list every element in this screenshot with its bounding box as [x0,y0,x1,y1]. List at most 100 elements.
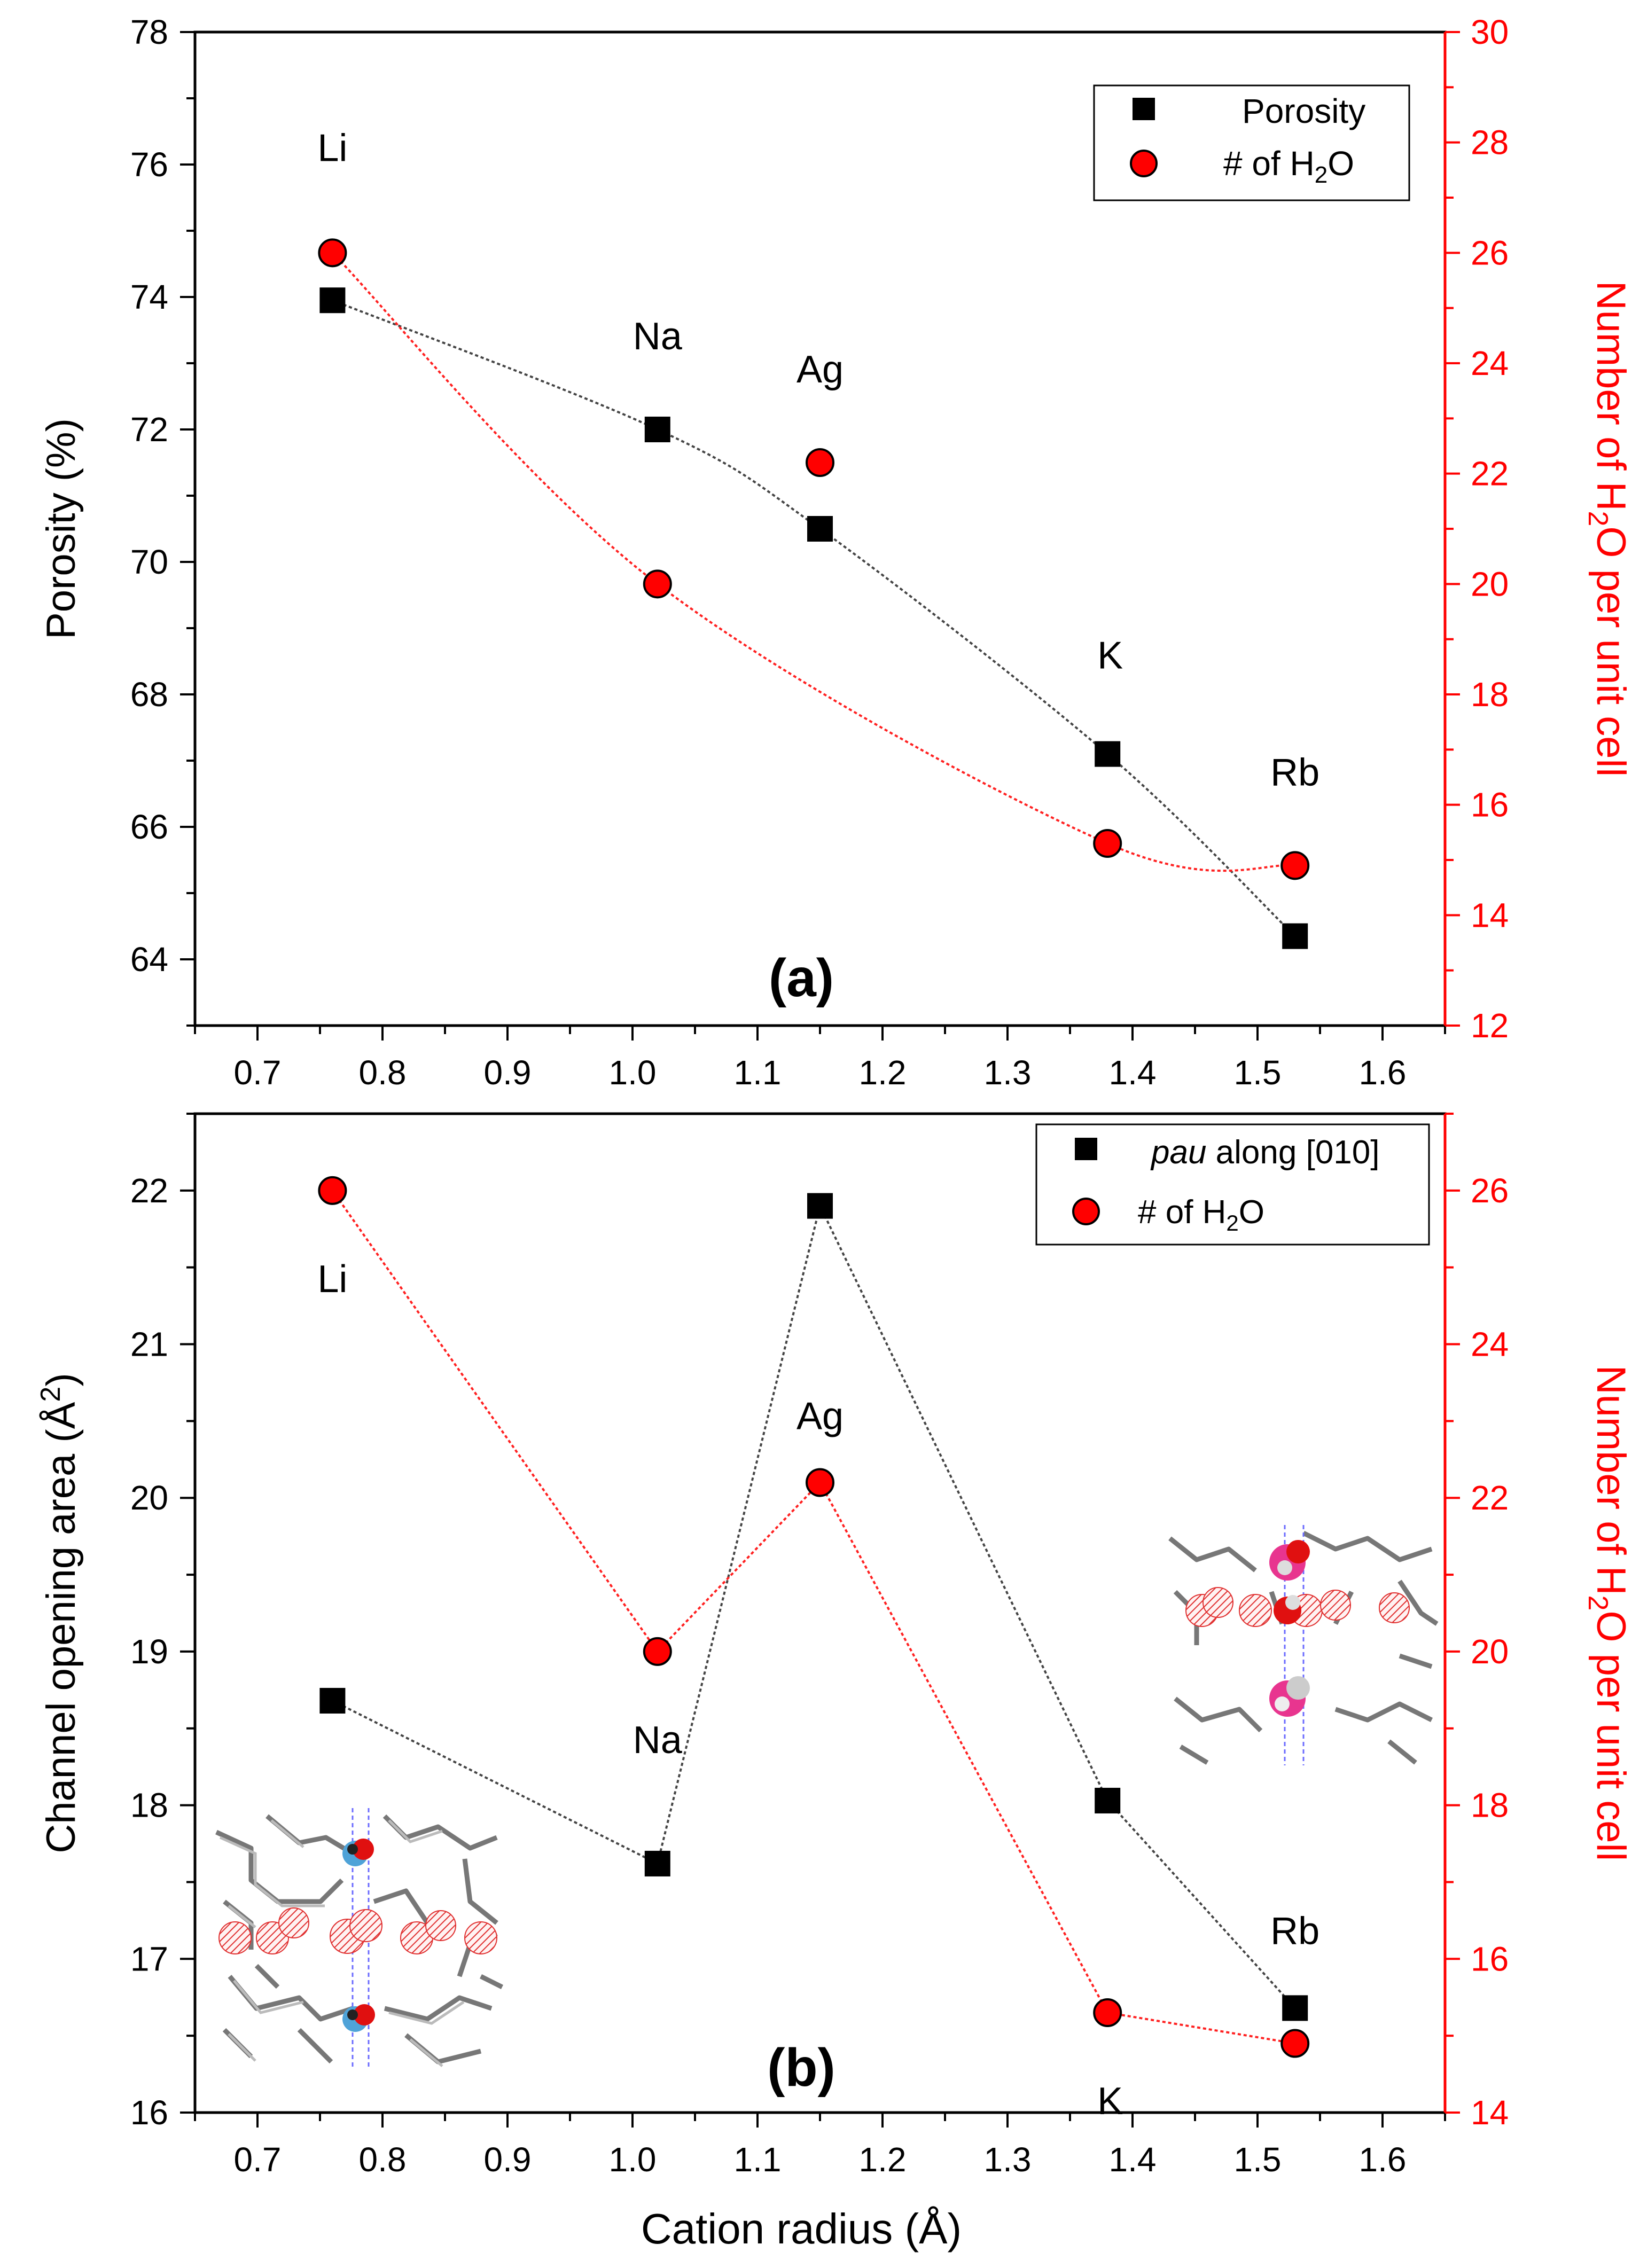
inset-right-water-molecule [1320,1590,1351,1621]
panel-b-label: (b) [767,2038,835,2098]
x-tick-label: 1.0 [609,2140,657,2179]
right-tick-label: 18 [1471,675,1509,714]
circle-marker [806,448,834,477]
cation-label: Li [317,127,347,169]
panel-a-right-ticks: 12 14 16 18 20 22 24 26 28 30 [1445,13,1509,1045]
inset-right-hydrogen-atom [1277,1560,1292,1575]
left-tick-label: 78 [130,13,168,51]
left-tick-label: 20 [130,1479,168,1517]
square-marker [1095,741,1121,767]
right-tick-label: 14 [1471,896,1509,934]
left-tick-label: 22 [130,1171,168,1210]
x-tick-label: 1.1 [734,2140,782,2179]
square-marker [1095,1787,1121,1813]
cation-label: Rb [1270,1910,1319,1952]
panel-a-left-axis-title: Porosity (%) [38,418,84,639]
panel-a-cation-labels: Li Na Ag K Rb [317,127,1319,794]
x-tick-label: 0.7 [234,2140,282,2179]
panel-b-markers [318,1176,1310,2058]
right-tick-label: 16 [1471,1939,1509,1978]
right-tick-label: 20 [1471,565,1509,603]
x-tick-label: 1.2 [859,1053,907,1092]
panel-b-legend-square-icon [1075,1138,1097,1160]
square-marker [807,1193,833,1219]
panel-b-x-ticks: 0.7 0.8 0.9 1.0 1.1 1.2 1.3 1.4 1.5 1.6 [194,2113,1446,2179]
panel-a-legend: Porosity # of H2O [1093,84,1410,201]
right-tick-label: 16 [1471,786,1509,824]
x-tick-label: 1.4 [1109,2140,1157,2179]
inset-left-water-molecule [425,1910,456,1941]
left-tick-label: 68 [130,675,168,714]
x-tick-label: 1.2 [859,2140,907,2179]
panel-a-legend-h2o: # of H2O [1223,144,1354,188]
cation-label: Rb [1270,751,1319,794]
square-marker [319,1687,346,1714]
panel-b-cation-labels: Li Na Ag K Rb [317,1258,1319,2123]
left-tick-label: 21 [130,1325,168,1364]
right-tick-label: 18 [1471,1786,1509,1825]
left-tick-label: 66 [130,808,168,846]
left-tick-label: 18 [130,1786,168,1825]
panel-a-right-axis-title: Number of H2O per unit cell [1582,281,1632,777]
square-marker [644,417,670,442]
panel-a-legend-square-icon [1133,98,1155,120]
left-tick-label: 64 [130,940,168,979]
cation-label: K [1097,635,1123,677]
panel-b-legend-h2o: # of H2O [1138,1194,1264,1235]
circle-marker [1280,2029,1310,2058]
x-axis-title: Cation radius (Å) [641,2205,962,2253]
right-tick-label: 26 [1471,1171,1509,1210]
x-tick-label: 1.5 [1234,2140,1282,2179]
panel-b-legend-box [1035,1123,1430,1246]
panel-b-legend: pau along [010] # of H2O [1035,1123,1430,1246]
circle-marker [1093,1998,1122,2027]
panel-a: 0.7 0.8 0.9 1.0 1.1 1.2 1.3 1.4 1.5 1.6 64 66 68 70 7… [38,13,1632,1092]
square-marker [319,287,346,314]
x-tick-label: 1.1 [734,1053,782,1092]
left-tick-label: 76 [130,145,168,184]
left-tick-label: 74 [130,278,168,316]
panel-b-legend-circle-icon [1072,1198,1100,1225]
inset-left-water-molecule [278,1907,309,1938]
x-tick-label: 0.9 [484,1053,532,1092]
x-tick-label: 0.8 [359,1053,407,1092]
panel-a-markers [318,238,1310,949]
inset-left-oxygen-atom [354,2004,375,2025]
inset-right-water-molecule [1239,1594,1272,1627]
circle-marker [1093,829,1122,858]
x-tick-label: 1.6 [1359,1053,1407,1092]
structure-inset-right [1167,1525,1440,1765]
square-marker [1282,923,1308,949]
panel-a-label: (a) [769,948,834,1008]
cation-label: Na [633,315,683,358]
right-tick-label: 28 [1471,123,1509,162]
inset-right-hydrogen-atom [1286,1676,1310,1700]
panel-a-legend-circle-icon [1130,150,1158,177]
inset-right-hydrogen-atom [1285,1595,1300,1610]
circle-marker [643,1637,672,1666]
inset-left-framework-highlight [219,1819,465,2067]
cation-label: Ag [797,1395,844,1437]
x-tick-label: 1.3 [984,2140,1032,2179]
x-tick-label: 1.6 [1359,2140,1407,2179]
inset-left-water-molecule [218,1921,252,1954]
square-marker [644,1850,670,1876]
panel-b-left-axis-title: Channel opening area (Å2) [35,1373,84,1853]
cation-label: Ag [797,348,844,391]
porosity-fit-line [332,299,1296,937]
panel-b: 0.7 0.8 0.9 1.0 1.1 1.2 1.3 1.4 1.5 1.6 16 17 18 19 2… [35,1112,1632,2179]
right-tick-label: 24 [1471,1325,1509,1364]
x-tick-label: 0.8 [359,2140,407,2179]
inset-right-water-molecule [1379,1592,1410,1623]
left-tick-label: 19 [130,1632,168,1671]
h2o-series-line [331,1190,1295,2045]
inset-left-water-molecule [464,1921,497,1954]
x-tick-label: 0.7 [234,1053,282,1092]
right-tick-label: 22 [1471,1479,1509,1517]
inset-left-oxygen-atom [353,1839,374,1860]
left-tick-label: 70 [130,543,168,581]
right-tick-label: 22 [1471,455,1509,493]
square-marker [1282,1995,1308,2021]
panel-b-left-ticks: 16 17 18 19 20 21 22 [130,1113,195,2132]
panel-a-x-ticks: 0.7 0.8 0.9 1.0 1.1 1.2 1.3 1.4 1.5 1.6 [194,1026,1446,1092]
